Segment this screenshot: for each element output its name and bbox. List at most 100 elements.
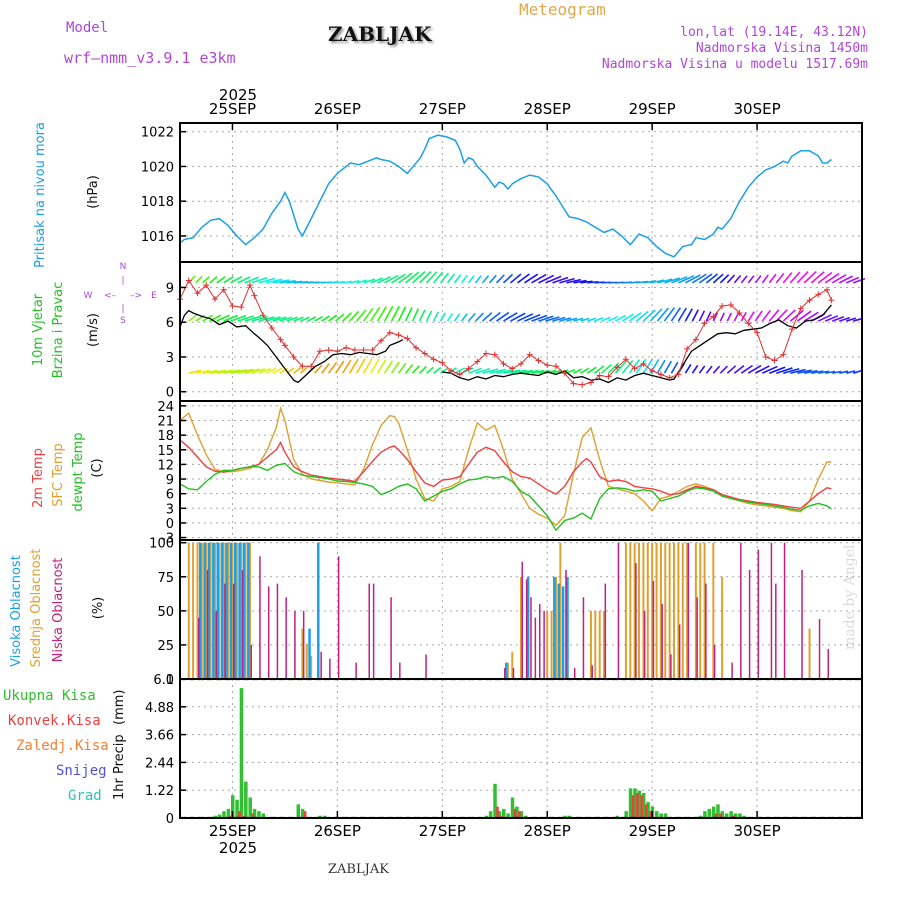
high-cloud-bar [308,628,311,679]
wind-arrow [796,271,809,284]
wind-gust-point [238,304,245,311]
wind-arrow [698,365,706,374]
low-cloud-bar [643,610,646,679]
wind-arrow [258,367,271,374]
low-cloud-bar [770,542,773,679]
convective-precip-bar [513,808,517,818]
wind-arrow [356,309,367,322]
high-cloud-bar [225,542,228,679]
wind-gust-point [465,365,472,372]
total-precip-bar [226,808,231,818]
compass-axis-top: | [121,276,124,286]
temp-tick-label: 0 [166,517,174,532]
wind-arrow [419,270,432,284]
model-altitude: Nadmorska Visina u modelu 1517.69m [601,57,868,72]
total-precip-bar [252,808,257,818]
bottom-day-label: 25SEP [209,822,256,840]
mid-cloud-bar [506,662,509,679]
wind-gust-point [806,297,813,304]
model-name: wrf–nmm_v3.9.1 e3km [64,49,236,67]
wind-arrow [510,312,526,322]
wind-gust-point [552,363,559,370]
high-cloud-ylabel: Visoka Oblacnost [9,555,24,667]
low-cloud-bar [617,542,620,679]
wind-arrow [797,369,812,374]
mid-cloud-bar [646,542,649,679]
total-precip-bar [567,815,572,818]
mid-cloud-bar [655,542,658,679]
low-cloud-bar [573,668,576,679]
high-cloud-bar [242,542,246,679]
top-day-label: 27SEP [419,100,466,118]
wind-arrow [335,280,345,284]
wind-arrow [712,365,721,374]
low-cloud-bar [731,662,733,679]
high-cloud-bar [566,576,569,679]
wind-arrow [258,277,276,284]
mid-cloud-bar [686,542,689,679]
wind-arrow [678,275,695,284]
wind-arrow [684,364,692,374]
temp-frame [179,400,863,541]
precip-frame [179,678,863,819]
wind-arrow [398,272,413,284]
mid-cloud-bar [222,542,225,679]
wind-gust-point [456,371,463,378]
wind-arrow [237,315,254,322]
wind-arrow [754,274,762,284]
footer-site: ZABLJAK [328,862,389,877]
wind-gust-point [544,362,551,369]
wind-arrow [789,309,804,322]
low-cloud-bar [294,610,296,679]
wind-gust-point [386,329,393,336]
low-cloud-bar [250,644,252,679]
temp-tick-label: 9 [166,473,174,488]
panel-frames [179,122,863,819]
wind-arrow [419,366,427,374]
wind-arrow [824,315,839,322]
wind-arrow [216,314,230,322]
mid-cloud-bar [681,542,684,679]
convective-precip-bar [500,815,504,818]
total-precip-bar [729,811,733,818]
wind-arrow [642,358,654,374]
wind-gust-point [260,312,267,319]
wind-arrow [328,314,338,322]
total-precip-bar [222,811,226,818]
convective-precip-bar [251,813,254,818]
convective-precip-bar [649,811,652,818]
wind-arrow [726,365,737,374]
wind-arrow [705,311,712,322]
wind-gust-point [727,301,734,308]
wind-arrow [524,273,539,284]
wind-arrow [719,274,730,284]
wind-arrow [566,317,578,322]
pressure-unit: (hPa) [86,175,101,209]
wind-arrow [811,370,824,374]
low-cloud-bar [241,569,244,679]
compass-axis-bottom: | [121,304,124,314]
wind-gust-point [343,344,350,351]
compass-east: E [151,291,157,301]
convective-precip-bar [714,813,718,818]
wind-arrow [538,315,554,322]
wind-arrow [782,309,796,322]
wind-arrow [489,368,506,374]
wind-gust-point [474,358,481,365]
wind-arrow [258,316,275,322]
total-precip-bar [217,814,222,818]
wind-gust-point [185,277,192,284]
wind-arrow [657,278,673,284]
wind-arrow [559,277,575,284]
pressure-ylabel: Pritisak na nivou mora [33,122,48,268]
wind-gust-point [828,297,835,304]
pressure-frame [179,122,863,263]
wind-arrow [433,367,442,374]
total-precip-bar [703,811,707,818]
high-cloud-bar [229,542,233,679]
mid-cloud-bar [677,542,680,679]
mid-cloud-bar [196,542,199,679]
wind-arrow [684,308,693,322]
wind-arrow [460,274,468,284]
